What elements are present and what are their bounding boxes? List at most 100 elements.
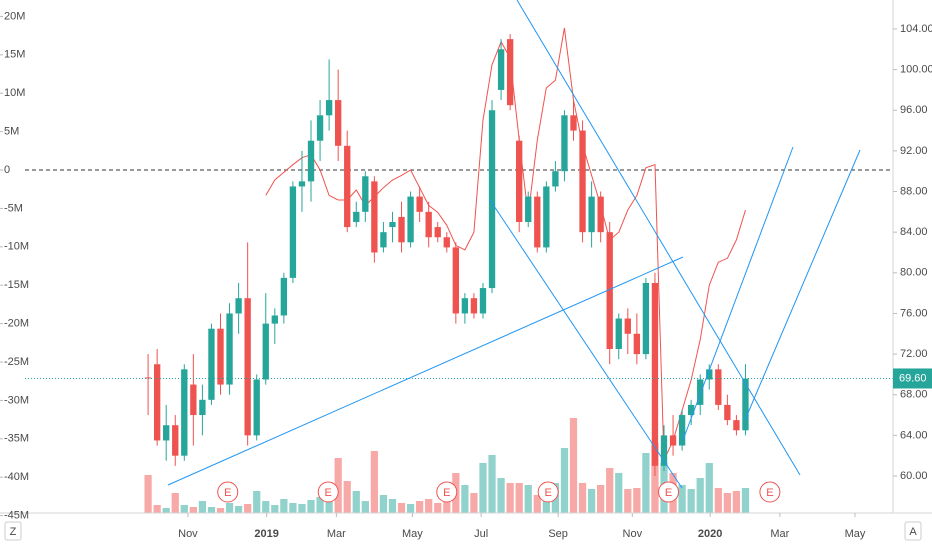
earnings-marker — [317, 481, 339, 503]
x-tick-label: Nov — [623, 528, 643, 540]
candle-body — [597, 196, 604, 233]
candle-body — [425, 211, 432, 238]
volume-bar — [153, 505, 161, 513]
volume-bar — [207, 507, 216, 513]
auto-scale-button[interactable] — [904, 521, 922, 541]
y2-tick-label: 84.00 — [900, 226, 928, 238]
earnings-marker — [436, 481, 458, 503]
volume-bar — [633, 488, 641, 513]
y-tick-label: 10M — [4, 87, 25, 99]
volume-bar — [253, 491, 261, 513]
volume-bar — [560, 448, 569, 513]
y-tick-label: -45M — [4, 510, 29, 522]
volume-bar — [533, 495, 541, 513]
candle-body — [706, 369, 713, 380]
volume-bar — [316, 497, 324, 513]
candle-body — [570, 115, 577, 131]
scale-button-label[interactable]: Z — [10, 526, 17, 538]
volume-bar — [506, 483, 514, 513]
candle-body — [153, 364, 161, 441]
candle-body — [543, 186, 550, 248]
y-tick-label: 0 — [4, 164, 10, 176]
auto-scale-button-label[interactable]: A — [909, 526, 917, 538]
volume-bar — [723, 493, 731, 513]
volume-bar — [352, 491, 360, 513]
candle-body — [335, 100, 342, 146]
volume-bar — [397, 503, 406, 513]
volume-bar — [705, 463, 713, 513]
candle-body — [733, 420, 740, 431]
earnings-label: E — [766, 487, 773, 499]
candle-body — [199, 399, 206, 416]
volume-bar — [569, 418, 578, 513]
volume-bar — [696, 478, 704, 513]
y-tick-label: -20M — [4, 318, 29, 330]
x-tick-label: May — [402, 528, 423, 540]
candle-body — [235, 298, 242, 314]
x-tick-label: Nov — [178, 528, 198, 540]
candle-body — [353, 211, 360, 223]
x-tick-label: Mar — [327, 528, 346, 540]
candle-body — [298, 181, 306, 187]
earnings-marker — [537, 481, 559, 503]
candle-body — [172, 425, 179, 456]
candle-body — [552, 171, 559, 187]
x-tick-label: Mar — [770, 528, 789, 540]
volume-bar — [225, 503, 234, 513]
candle-body — [452, 247, 459, 314]
y2-tick-label: 80.00 — [900, 267, 928, 279]
candle-body — [497, 49, 505, 90]
earnings-marker — [658, 481, 680, 503]
trend-line — [167, 256, 684, 486]
volume-bar — [216, 508, 225, 513]
volume-bar — [234, 506, 243, 513]
volume-bar — [379, 495, 388, 513]
x-tick-label: 2019 — [254, 528, 278, 540]
scale-button[interactable] — [4, 521, 22, 541]
candle-body — [561, 115, 568, 172]
y-tick-label: 5M — [4, 126, 19, 138]
candle-body — [434, 227, 441, 238]
volume-bar — [343, 481, 351, 513]
volume-bar — [651, 443, 659, 513]
candle-body — [525, 196, 532, 223]
volume-bar — [479, 463, 487, 513]
earnings-label: E — [544, 487, 551, 499]
earnings-label: E — [325, 487, 332, 499]
candle-body — [389, 222, 396, 228]
volume-bar — [406, 504, 415, 513]
candle-body — [588, 196, 595, 233]
volume-bar — [578, 483, 587, 513]
volume-bar — [425, 499, 433, 513]
volume-bar — [189, 507, 197, 513]
candle-body — [715, 369, 722, 405]
volume-bar — [370, 451, 378, 513]
candle-body — [633, 333, 641, 355]
candle-body — [615, 318, 622, 350]
volume-bar — [198, 501, 207, 513]
y-tick-label: -15M — [4, 279, 29, 291]
candle-body — [579, 130, 586, 233]
candle-body — [470, 298, 478, 314]
candle-body — [398, 216, 405, 243]
volume-bar — [271, 505, 279, 513]
candle-body — [325, 100, 333, 116]
candle-body — [416, 196, 423, 212]
trend-lines — [167, 0, 861, 489]
earnings-marker — [759, 481, 781, 503]
trend-line — [744, 149, 861, 421]
earnings-label: E — [224, 487, 231, 499]
y-tick-label: 20M — [4, 10, 25, 22]
candle-body — [253, 379, 260, 436]
volume-bar — [388, 499, 397, 513]
volume-bar — [642, 453, 650, 513]
candle-body — [697, 379, 704, 405]
y2-tick-label: 88.00 — [900, 185, 928, 197]
y-tick-label: -25M — [4, 356, 29, 368]
candle-body — [678, 415, 686, 446]
earnings-label: E — [443, 487, 450, 499]
candle-body — [669, 435, 677, 446]
candle-body — [371, 181, 378, 253]
